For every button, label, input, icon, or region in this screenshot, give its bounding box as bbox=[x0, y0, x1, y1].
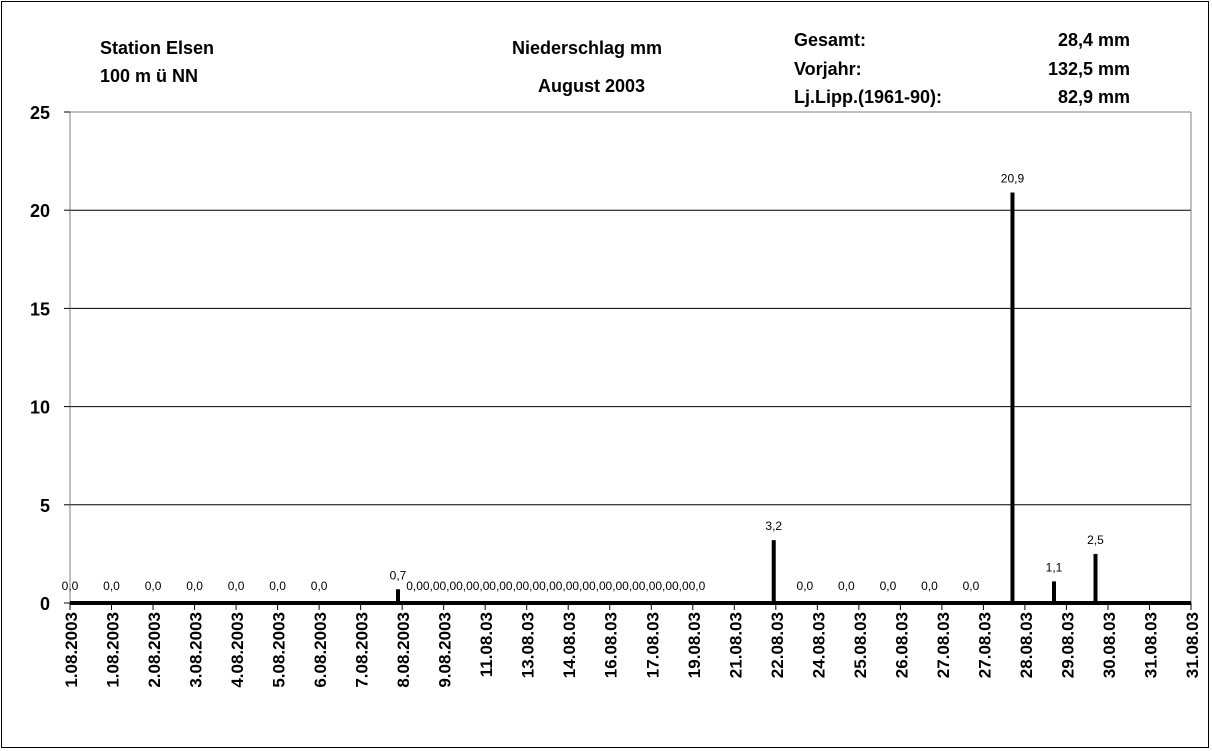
bar bbox=[1093, 553, 1098, 603]
y-tick-label: 0 bbox=[40, 594, 50, 614]
x-tick-label: 27.08.03 bbox=[975, 612, 994, 678]
data-label: 0,0 bbox=[311, 579, 328, 593]
x-tick-label: 25.08.03 bbox=[851, 612, 870, 678]
bar bbox=[395, 589, 400, 603]
x-tick-label: 6.08.2003 bbox=[311, 612, 330, 688]
station-name: Station Elsen bbox=[100, 38, 215, 58]
bar bbox=[1051, 581, 1056, 603]
data-label: 0,0 bbox=[473, 579, 490, 593]
x-tick-label: 16.08.03 bbox=[602, 612, 621, 678]
x-tick-label: 2.08.2003 bbox=[145, 612, 164, 688]
data-label: 0,0 bbox=[228, 579, 245, 593]
stat-value-total: 28,4 mm bbox=[1057, 30, 1130, 50]
stat-value-previous-year: 132,5 mm bbox=[1047, 59, 1130, 79]
x-tick-label: 29.08.03 bbox=[1058, 612, 1077, 678]
data-label: 0,0 bbox=[506, 579, 523, 593]
x-tick-label: 21.08.03 bbox=[726, 612, 745, 678]
x-tick-label: 31.08.03 bbox=[1183, 612, 1202, 678]
y-tick-label: 10 bbox=[30, 398, 50, 418]
stat-label-total: Gesamt: bbox=[794, 30, 867, 50]
x-axis-baseline bbox=[70, 601, 1191, 605]
x-tick-label: 1.08.2003 bbox=[104, 612, 123, 688]
data-label: 0,0 bbox=[406, 579, 423, 593]
data-label: 0,0 bbox=[186, 579, 203, 593]
x-tick-label: 8.08.2003 bbox=[394, 612, 413, 688]
data-label: 0,0 bbox=[672, 579, 689, 593]
x-tick-label: 9.08.2003 bbox=[436, 612, 455, 688]
x-tick-label: 30.08.03 bbox=[1100, 612, 1119, 678]
bar bbox=[1010, 192, 1015, 604]
stat-label-longterm-mean: Lj.Lipp.(1961-90): bbox=[794, 87, 943, 107]
x-tick-label: 19.08.03 bbox=[685, 612, 704, 678]
data-label: 0,0 bbox=[689, 579, 706, 593]
x-tick-label: 14.08.03 bbox=[560, 612, 579, 678]
chart-period: August 2003 bbox=[538, 76, 646, 96]
stat-value-longterm-mean: 82,9 mm bbox=[1057, 87, 1130, 107]
data-label: 0,0 bbox=[606, 579, 623, 593]
data-label: 0,0 bbox=[639, 579, 656, 593]
bar bbox=[771, 540, 776, 603]
data-label: 0,0 bbox=[655, 579, 672, 593]
data-label: 0,0 bbox=[145, 579, 162, 593]
chart-title: Niederschlag mm bbox=[512, 38, 663, 58]
data-label: 3,2 bbox=[765, 519, 782, 533]
x-tick-label: 27.08.03 bbox=[934, 612, 953, 678]
data-label: 0,0 bbox=[921, 579, 938, 593]
data-label: 0,0 bbox=[269, 579, 286, 593]
x-tick-label: 5.08.2003 bbox=[270, 612, 289, 688]
x-tick-label: 11.08.03 bbox=[477, 612, 496, 677]
data-label: 0,0 bbox=[963, 579, 980, 593]
data-label: 0,0 bbox=[423, 579, 440, 593]
data-label: 0,0 bbox=[556, 579, 573, 593]
stat-label-previous-year: Vorjahr: bbox=[794, 59, 862, 79]
data-label: 0,0 bbox=[523, 579, 540, 593]
data-label: 0,0 bbox=[589, 579, 606, 593]
data-label: 0,0 bbox=[622, 579, 639, 593]
x-tick-label: 4.08.2003 bbox=[228, 612, 247, 688]
data-label: 0,0 bbox=[62, 579, 79, 593]
data-label: 0,0 bbox=[797, 579, 814, 593]
data-label: 0,0 bbox=[572, 579, 589, 593]
data-label: 2,5 bbox=[1087, 533, 1104, 547]
x-tick-label: 24.08.03 bbox=[809, 612, 828, 678]
data-label: 0,0 bbox=[456, 579, 473, 593]
x-tick-label: 13.08.03 bbox=[519, 612, 538, 678]
x-tick-label: 22.08.03 bbox=[768, 612, 787, 678]
data-label: 20,9 bbox=[1001, 172, 1025, 186]
x-tick-label: 26.08.03 bbox=[892, 612, 911, 678]
data-label: 0,7 bbox=[390, 568, 407, 582]
x-tick-label: 17.08.03 bbox=[643, 612, 662, 678]
y-tick-label: 5 bbox=[40, 496, 50, 516]
data-label: 0,0 bbox=[838, 579, 855, 593]
x-tick-label: 28.08.03 bbox=[1017, 612, 1036, 678]
y-tick-label: 15 bbox=[30, 299, 50, 319]
y-tick-label: 20 bbox=[30, 201, 50, 221]
data-label: 0,0 bbox=[880, 579, 897, 593]
data-label: 0,0 bbox=[103, 579, 120, 593]
x-tick-label: 1.08.2003 bbox=[62, 612, 81, 688]
data-label: 0,0 bbox=[539, 579, 556, 593]
station-elevation: 100 m ü NN bbox=[100, 66, 199, 86]
y-tick-label: 25 bbox=[30, 103, 50, 123]
data-label: 0,0 bbox=[489, 579, 506, 593]
x-tick-label: 31.08.03 bbox=[1141, 612, 1160, 678]
x-tick-label: 3.08.2003 bbox=[187, 612, 206, 688]
data-label: 1,1 bbox=[1046, 560, 1063, 574]
x-tick-label: 7.08.2003 bbox=[353, 612, 372, 688]
data-label: 0,0 bbox=[439, 579, 456, 593]
